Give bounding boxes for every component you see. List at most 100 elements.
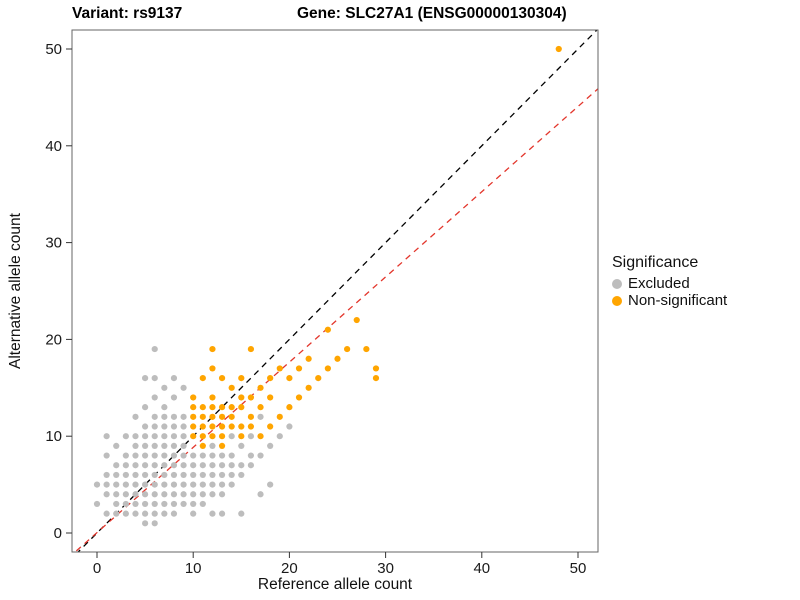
data-point <box>151 433 158 440</box>
x-tick-label: 50 <box>570 560 587 577</box>
legend-key-dot <box>612 278 622 289</box>
data-point <box>151 345 158 353</box>
data-point <box>170 500 178 508</box>
data-point <box>170 394 178 401</box>
data-point <box>199 423 206 430</box>
data-point <box>209 394 216 401</box>
data-point <box>209 452 216 459</box>
data-point <box>142 491 149 498</box>
data-point <box>199 481 206 488</box>
data-point <box>142 452 149 459</box>
legend-key-dot <box>612 295 622 306</box>
data-point <box>209 491 216 498</box>
data-point <box>257 404 264 411</box>
data-point <box>180 413 187 420</box>
data-point <box>286 423 293 430</box>
data-point <box>199 471 206 479</box>
data-point <box>132 471 139 479</box>
data-point <box>247 423 255 430</box>
data-point <box>161 404 168 411</box>
x-tick-label: 30 <box>377 560 394 577</box>
data-point <box>142 520 149 527</box>
data-point <box>190 491 197 498</box>
data-point <box>199 462 206 469</box>
data-point <box>142 433 149 440</box>
data-point <box>315 375 322 382</box>
data-point <box>151 491 158 498</box>
data-point <box>103 433 110 440</box>
data-point <box>161 491 168 498</box>
data-point <box>190 471 197 479</box>
data-point <box>180 491 187 498</box>
data-point <box>180 433 187 440</box>
data-point <box>190 500 197 508</box>
data-point <box>180 452 187 459</box>
data-point <box>142 500 149 508</box>
data-point <box>238 442 245 449</box>
data-point <box>218 404 226 411</box>
data-point <box>170 452 178 459</box>
y-tick-label: 30 <box>45 235 62 252</box>
data-point <box>113 500 120 508</box>
data-point <box>238 433 245 440</box>
data-point <box>267 375 274 382</box>
data-point <box>218 462 226 469</box>
data-point <box>372 375 380 382</box>
data-point <box>228 433 235 440</box>
data-point <box>324 365 331 372</box>
data-point <box>218 442 226 449</box>
data-point <box>170 442 178 449</box>
data-point <box>257 452 264 459</box>
data-point <box>190 423 197 430</box>
data-point <box>151 394 158 401</box>
data-point <box>142 423 149 430</box>
data-point <box>132 442 139 449</box>
data-point <box>199 413 206 420</box>
data-point <box>132 452 139 459</box>
data-point <box>151 520 158 527</box>
data-point <box>170 471 178 479</box>
data-point <box>170 375 178 382</box>
data-point <box>132 462 139 469</box>
data-point <box>209 510 216 517</box>
data-point <box>190 404 197 411</box>
data-point <box>209 442 216 449</box>
data-point <box>209 345 216 353</box>
data-point <box>142 481 149 488</box>
data-point <box>180 384 187 391</box>
data-point <box>161 442 168 449</box>
data-point <box>151 510 158 517</box>
data-point <box>267 423 274 430</box>
data-point <box>151 471 158 479</box>
data-point <box>228 481 235 488</box>
data-point <box>257 433 264 440</box>
data-point <box>161 500 168 508</box>
data-point <box>257 413 264 420</box>
data-point <box>161 452 168 459</box>
data-point <box>209 481 216 488</box>
data-point <box>218 510 226 517</box>
legend-item-label: Excluded <box>628 275 690 292</box>
data-point <box>151 442 158 449</box>
data-point <box>132 491 139 498</box>
data-point <box>218 375 226 382</box>
gene-title: Gene: SLC27A1 (ENSG00000130304) <box>297 5 567 22</box>
data-point <box>122 462 129 469</box>
data-point <box>238 404 245 411</box>
data-point <box>218 452 226 459</box>
data-point <box>190 433 197 440</box>
legend-item-label: Non-significant <box>628 292 728 309</box>
data-point <box>113 510 120 517</box>
y-tick-label: 50 <box>45 41 62 58</box>
data-point <box>247 394 255 401</box>
data-point <box>93 481 101 488</box>
data-point <box>103 471 110 479</box>
data-point <box>132 433 139 440</box>
data-point <box>363 345 370 353</box>
data-point <box>113 481 120 488</box>
data-point <box>132 413 139 420</box>
data-point <box>305 384 312 391</box>
data-point <box>295 394 303 401</box>
